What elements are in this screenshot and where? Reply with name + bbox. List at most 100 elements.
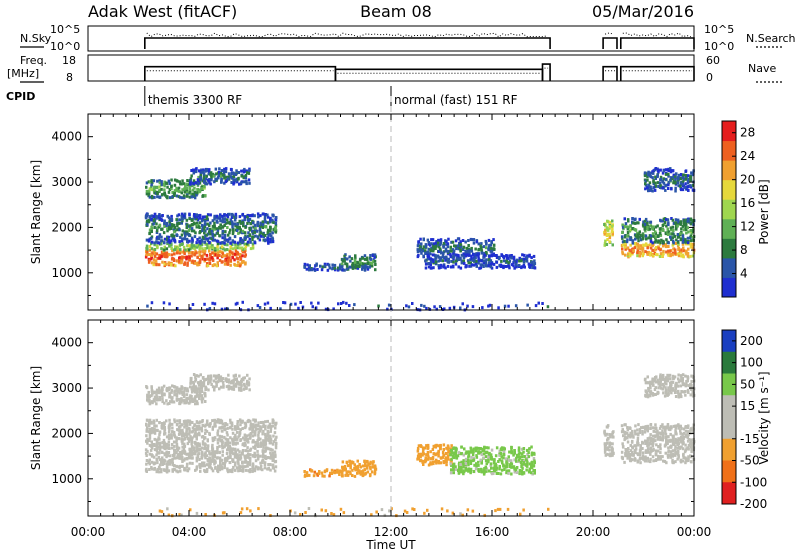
velocity-cell — [262, 429, 265, 433]
nave-tick-top: 60 — [706, 54, 720, 67]
velocity-cell — [197, 381, 201, 385]
velocity-cell — [218, 468, 222, 472]
power-cell — [659, 229, 662, 233]
velocity-cell — [181, 428, 184, 432]
velocity-cell — [237, 386, 241, 390]
power-cell — [680, 227, 683, 231]
power-cell — [669, 178, 672, 182]
velocity-cell — [188, 432, 191, 436]
velocity-cell — [434, 444, 437, 448]
power-cell — [489, 265, 493, 269]
velocity-cell — [248, 388, 251, 392]
power-cell — [196, 238, 199, 241]
velocity-cell — [454, 454, 458, 458]
velocity-cell — [603, 448, 607, 452]
power-cell — [188, 191, 191, 195]
power-cell — [208, 230, 211, 234]
velocity-cell — [222, 383, 225, 387]
velocity-cell — [199, 373, 202, 377]
velocity-cell — [216, 447, 219, 451]
velocity-cell — [371, 465, 375, 469]
power-cell — [153, 251, 157, 255]
power-cell — [234, 242, 237, 246]
velocity-cell — [238, 450, 241, 454]
velocity-cell — [271, 464, 275, 468]
power-cell — [652, 249, 655, 252]
velocity-cell — [180, 434, 184, 438]
velocity-cell — [162, 425, 166, 428]
power-cell — [420, 242, 423, 246]
velocity-cell — [187, 437, 191, 441]
velocity-cell — [454, 468, 458, 471]
velocity-cell — [171, 446, 174, 450]
power-cell — [365, 265, 369, 269]
power-cell — [145, 238, 149, 242]
power-cell — [689, 234, 693, 238]
power-cell — [289, 302, 293, 306]
velocity-cell — [636, 439, 639, 443]
power-cell — [639, 238, 643, 242]
velocity-cell — [165, 399, 168, 403]
power-cell — [647, 189, 650, 193]
velocity-cell — [167, 388, 171, 392]
power-cell — [180, 259, 183, 263]
velocity-cell — [187, 440, 191, 443]
power-cell — [642, 224, 645, 228]
velocity-cell — [239, 423, 242, 427]
power-cell — [236, 257, 239, 261]
power-cell — [444, 247, 448, 251]
power-cell — [457, 247, 461, 251]
power-cell — [176, 249, 179, 253]
velocity-cell — [207, 375, 210, 379]
power-cell — [608, 225, 612, 229]
velocity-cell — [503, 464, 506, 468]
power-cell — [685, 228, 688, 231]
velocity-cell — [487, 460, 490, 464]
velocity-cell — [200, 390, 204, 393]
power-cell — [245, 180, 248, 184]
power-cell — [161, 193, 164, 197]
velocity-cell — [467, 460, 470, 464]
power-cell — [226, 258, 230, 262]
power-cell — [462, 248, 465, 251]
power-cell — [197, 175, 200, 179]
power-cell — [435, 240, 438, 243]
velocity-cell — [426, 457, 430, 461]
power-cell — [512, 255, 516, 259]
velocity-cell — [151, 427, 154, 430]
velocity-cell — [249, 453, 252, 457]
velocity-cell — [146, 398, 149, 402]
power-cell — [351, 264, 354, 268]
velocity-cell — [338, 470, 341, 474]
power-cell — [672, 173, 676, 177]
power-cell — [190, 218, 194, 222]
velocity-cell — [170, 389, 174, 392]
velocity-cell — [153, 467, 156, 471]
velocity-cell — [148, 433, 152, 437]
power-cell — [526, 303, 529, 307]
velocity-cell — [274, 426, 277, 430]
power-cell — [194, 231, 197, 235]
velocity-cell — [160, 468, 163, 472]
velocity-cell — [239, 469, 242, 472]
power-cell — [198, 178, 201, 182]
velocity-cell — [525, 463, 529, 467]
power-cell — [623, 245, 627, 249]
power-cell — [208, 236, 212, 240]
velocity-cell — [197, 452, 201, 456]
power-cell — [148, 228, 152, 232]
velocity-cell — [232, 465, 235, 469]
power-cell — [434, 241, 438, 245]
velocity-cell — [189, 381, 192, 385]
velocity-cell — [261, 449, 264, 453]
power-cell — [475, 259, 478, 263]
velocity-cell — [273, 469, 277, 473]
power-cell — [216, 253, 219, 257]
power-cell — [653, 248, 657, 252]
velocity-cell — [229, 418, 232, 422]
velocity-cell — [249, 432, 253, 435]
velocity-cell — [168, 395, 171, 399]
power-cell — [220, 250, 224, 254]
power-cell — [651, 226, 654, 230]
velocity-cell — [252, 418, 255, 422]
